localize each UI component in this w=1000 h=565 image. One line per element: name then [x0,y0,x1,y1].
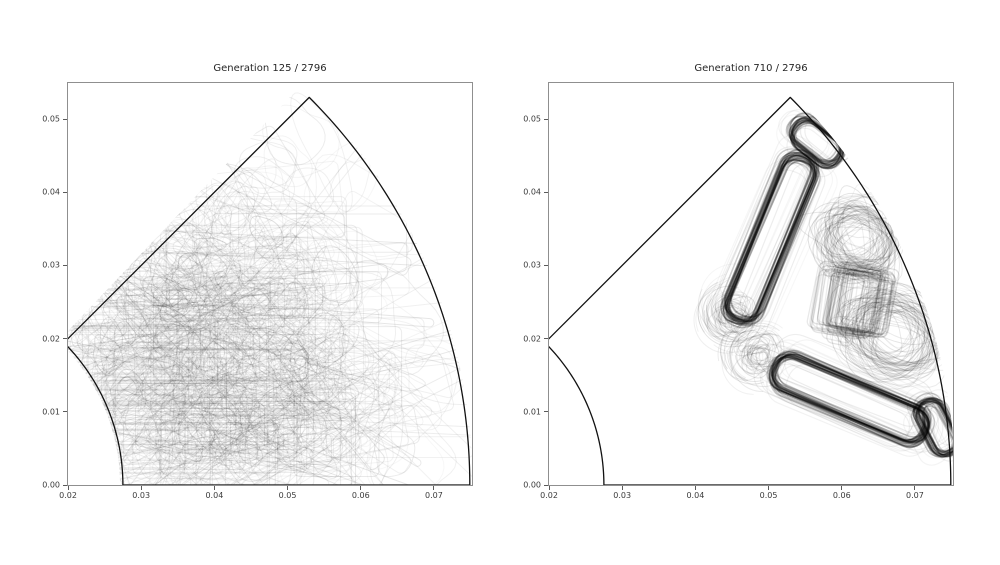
y-tick-mark [63,484,67,486]
x-tick-mark [360,486,362,490]
x-tick-label: 0.07 [425,491,443,500]
x-tick-label: 0.02 [59,491,77,500]
y-tick-label: 0.04 [42,187,60,197]
x-tick-mark [841,486,843,490]
y-tick-mark [544,191,548,193]
x-tick-mark [914,486,916,490]
x-tick-label: 0.07 [906,491,924,500]
y-tick-mark [544,411,548,413]
y-tick-label: 0.02 [42,334,60,344]
x-tick-mark [548,486,550,490]
y-tick-mark [544,338,548,340]
x-tick-mark [768,486,770,490]
y-tick-mark [63,191,67,193]
y-tick-label: 0.01 [523,407,541,417]
x-tick-mark [140,486,142,490]
y-tick-label: 0.05 [42,114,60,124]
x-tick-mark [287,486,289,490]
x-tick-mark [213,486,215,490]
x-tick-mark [67,486,69,490]
x-tick-label: 0.03 [132,491,151,500]
x-tick-mark [694,486,696,490]
x-tick-label: 0.06 [832,491,851,500]
x-tick-label: 0.02 [540,491,558,500]
y-tick-label: 0.03 [42,260,60,270]
y-tick-mark [63,338,67,340]
x-tick-label: 0.03 [613,491,632,500]
x-tick-label: 0.04 [205,491,224,500]
y-tick-label: 0.00 [523,480,541,490]
x-tick-label: 0.06 [351,491,370,500]
x-tick-mark [621,486,623,490]
y-tick-label: 0.05 [523,114,541,124]
y-tick-mark [544,264,548,266]
x-tick-label: 0.04 [686,491,705,500]
axes-panel-generation-late: Generation 710 / 2796 0.02 0.03 0.04 0.05 0.… [523,63,954,500]
y-tick-label: 0.03 [523,260,541,270]
y-tick-mark [544,484,548,486]
x-tick-label: 0.05 [759,491,778,500]
y-tick-label: 0.02 [523,334,541,344]
plot-title-right: Generation 710 / 2796 [694,63,808,74]
y-tick-mark [63,118,67,120]
y-tick-label: 0.01 [42,407,60,417]
plot-canvas-left [68,83,472,485]
y-tick-label: 0.04 [523,187,541,197]
plot-canvas-right [549,83,953,485]
x-tick-mark [433,486,435,490]
y-tick-mark [63,264,67,266]
axes-panel-generation-early: Generation 125 / 2796 0.02 0.03 0.04 0.05 0.… [42,63,473,500]
x-tick-label: 0.05 [278,491,297,500]
plot-title-left: Generation 125 / 2796 [213,63,327,74]
y-tick-mark [63,411,67,413]
y-tick-mark [544,118,548,120]
y-tick-label: 0.00 [42,480,60,490]
